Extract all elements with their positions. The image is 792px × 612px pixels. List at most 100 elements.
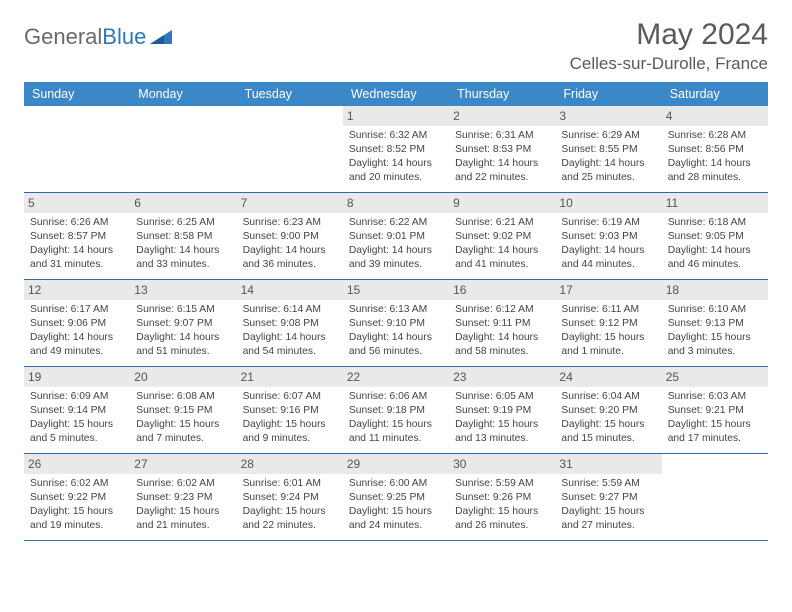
day-sunrise: Sunrise: 6:22 AM <box>349 216 443 230</box>
day-day2: and 3 minutes. <box>668 345 762 359</box>
day-sunset: Sunset: 9:14 PM <box>30 404 124 418</box>
day-sunrise: Sunrise: 6:29 AM <box>561 129 655 143</box>
day-cell: 19Sunrise: 6:09 AMSunset: 9:14 PMDayligh… <box>24 367 130 453</box>
day-number: 7 <box>237 193 343 213</box>
location-label: Celles-sur-Durolle, France <box>570 54 768 74</box>
day-number: 23 <box>449 367 555 387</box>
day-sunset: Sunset: 8:55 PM <box>561 143 655 157</box>
day-cell: 8Sunrise: 6:22 AMSunset: 9:01 PMDaylight… <box>343 193 449 279</box>
day-number: 2 <box>449 106 555 126</box>
day-number: 25 <box>662 367 768 387</box>
day-day2: and 11 minutes. <box>349 432 443 446</box>
day-sunset: Sunset: 9:12 PM <box>561 317 655 331</box>
day-sunset: Sunset: 9:15 PM <box>136 404 230 418</box>
title-block: May 2024 Celles-sur-Durolle, France <box>570 18 768 74</box>
day-cell: 26Sunrise: 6:02 AMSunset: 9:22 PMDayligh… <box>24 454 130 540</box>
week-row: 12Sunrise: 6:17 AMSunset: 9:06 PMDayligh… <box>24 280 768 367</box>
day-number: 6 <box>130 193 236 213</box>
day-sunset: Sunset: 8:57 PM <box>30 230 124 244</box>
day-day1: Daylight: 14 hours <box>455 157 549 171</box>
brand-part2: Blue <box>102 24 146 50</box>
day-cell: 17Sunrise: 6:11 AMSunset: 9:12 PMDayligh… <box>555 280 661 366</box>
weeks-container: 1Sunrise: 6:32 AMSunset: 8:52 PMDaylight… <box>24 106 768 541</box>
week-row: 26Sunrise: 6:02 AMSunset: 9:22 PMDayligh… <box>24 454 768 541</box>
day-sunrise: Sunrise: 5:59 AM <box>561 477 655 491</box>
day-cell: 13Sunrise: 6:15 AMSunset: 9:07 PMDayligh… <box>130 280 236 366</box>
day-cell: 21Sunrise: 6:07 AMSunset: 9:16 PMDayligh… <box>237 367 343 453</box>
day-sunset: Sunset: 9:03 PM <box>561 230 655 244</box>
day-number: 10 <box>555 193 661 213</box>
day-number: 4 <box>662 106 768 126</box>
day-day1: Daylight: 15 hours <box>30 505 124 519</box>
day-sunset: Sunset: 9:13 PM <box>668 317 762 331</box>
day-day2: and 58 minutes. <box>455 345 549 359</box>
day-sunrise: Sunrise: 6:15 AM <box>136 303 230 317</box>
day-day1: Daylight: 15 hours <box>349 505 443 519</box>
day-sunset: Sunset: 9:07 PM <box>136 317 230 331</box>
day-sunrise: Sunrise: 6:06 AM <box>349 390 443 404</box>
day-day1: Daylight: 14 hours <box>243 244 337 258</box>
day-day1: Daylight: 14 hours <box>30 244 124 258</box>
weekday-header-cell: Saturday <box>662 82 768 106</box>
day-number: 18 <box>662 280 768 300</box>
day-day2: and 9 minutes. <box>243 432 337 446</box>
weekday-header-cell: Friday <box>555 82 661 106</box>
brand-logo: GeneralBlue <box>24 18 172 50</box>
day-sunset: Sunset: 9:22 PM <box>30 491 124 505</box>
day-day1: Daylight: 14 hours <box>455 244 549 258</box>
page-header: GeneralBlue May 2024 Celles-sur-Durolle,… <box>24 18 768 74</box>
day-day2: and 46 minutes. <box>668 258 762 272</box>
day-cell: 3Sunrise: 6:29 AMSunset: 8:55 PMDaylight… <box>555 106 661 192</box>
day-day1: Daylight: 14 hours <box>561 244 655 258</box>
day-number: 24 <box>555 367 661 387</box>
day-day2: and 15 minutes. <box>561 432 655 446</box>
day-sunrise: Sunrise: 6:19 AM <box>561 216 655 230</box>
day-cell-empty <box>130 106 236 192</box>
day-sunrise: Sunrise: 6:17 AM <box>30 303 124 317</box>
day-day1: Daylight: 14 hours <box>136 244 230 258</box>
day-day2: and 54 minutes. <box>243 345 337 359</box>
day-day2: and 25 minutes. <box>561 171 655 185</box>
day-cell: 25Sunrise: 6:03 AMSunset: 9:21 PMDayligh… <box>662 367 768 453</box>
day-number: 14 <box>237 280 343 300</box>
day-day1: Daylight: 15 hours <box>561 331 655 345</box>
day-number: 11 <box>662 193 768 213</box>
day-sunset: Sunset: 9:05 PM <box>668 230 762 244</box>
day-day2: and 21 minutes. <box>136 519 230 533</box>
day-cell: 15Sunrise: 6:13 AMSunset: 9:10 PMDayligh… <box>343 280 449 366</box>
day-sunset: Sunset: 8:53 PM <box>455 143 549 157</box>
day-day2: and 27 minutes. <box>561 519 655 533</box>
day-sunset: Sunset: 9:11 PM <box>455 317 549 331</box>
month-title: May 2024 <box>570 18 768 52</box>
day-day1: Daylight: 14 hours <box>349 244 443 258</box>
week-row: 5Sunrise: 6:26 AMSunset: 8:57 PMDaylight… <box>24 193 768 280</box>
day-day1: Daylight: 15 hours <box>349 418 443 432</box>
day-sunrise: Sunrise: 5:59 AM <box>455 477 549 491</box>
day-sunrise: Sunrise: 6:11 AM <box>561 303 655 317</box>
weekday-header-cell: Thursday <box>449 82 555 106</box>
day-number: 29 <box>343 454 449 474</box>
day-sunrise: Sunrise: 6:09 AM <box>30 390 124 404</box>
day-sunrise: Sunrise: 6:10 AM <box>668 303 762 317</box>
day-sunset: Sunset: 9:25 PM <box>349 491 443 505</box>
day-day1: Daylight: 14 hours <box>30 331 124 345</box>
day-sunset: Sunset: 9:26 PM <box>455 491 549 505</box>
day-cell: 2Sunrise: 6:31 AMSunset: 8:53 PMDaylight… <box>449 106 555 192</box>
day-number: 31 <box>555 454 661 474</box>
day-cell: 1Sunrise: 6:32 AMSunset: 8:52 PMDaylight… <box>343 106 449 192</box>
day-sunrise: Sunrise: 6:08 AM <box>136 390 230 404</box>
day-cell: 31Sunrise: 5:59 AMSunset: 9:27 PMDayligh… <box>555 454 661 540</box>
day-day2: and 56 minutes. <box>349 345 443 359</box>
weekday-header-cell: Wednesday <box>343 82 449 106</box>
day-day1: Daylight: 14 hours <box>561 157 655 171</box>
day-day1: Daylight: 14 hours <box>349 331 443 345</box>
day-sunset: Sunset: 9:10 PM <box>349 317 443 331</box>
day-cell: 7Sunrise: 6:23 AMSunset: 9:00 PMDaylight… <box>237 193 343 279</box>
day-sunrise: Sunrise: 6:03 AM <box>668 390 762 404</box>
day-day2: and 33 minutes. <box>136 258 230 272</box>
day-day2: and 24 minutes. <box>349 519 443 533</box>
day-day2: and 51 minutes. <box>136 345 230 359</box>
day-day1: Daylight: 15 hours <box>30 418 124 432</box>
day-sunset: Sunset: 9:24 PM <box>243 491 337 505</box>
day-day1: Daylight: 14 hours <box>455 331 549 345</box>
